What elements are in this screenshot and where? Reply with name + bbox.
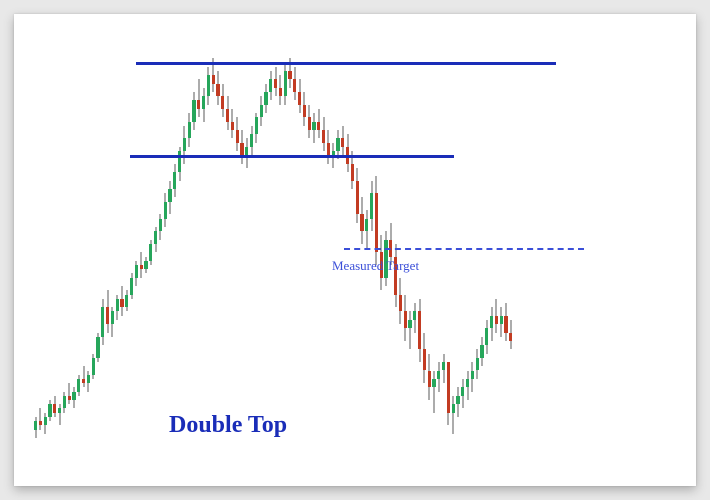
candle (140, 14, 143, 486)
candle (53, 14, 56, 486)
candle (106, 14, 109, 486)
candle (144, 14, 147, 486)
candle (125, 14, 128, 486)
candle (87, 14, 90, 486)
candle (34, 14, 37, 486)
measured-target-label: Measured Target (332, 258, 419, 274)
candle (164, 14, 167, 486)
candle (322, 14, 325, 486)
candle (92, 14, 95, 486)
neckline-line (130, 155, 454, 158)
candle (317, 14, 320, 486)
candle (82, 14, 85, 486)
candle (72, 14, 75, 486)
chart-frame: Measured Target Double Top (14, 14, 696, 486)
candle (48, 14, 51, 486)
candle (332, 14, 335, 486)
candle (68, 14, 71, 486)
candle (327, 14, 330, 486)
candle (298, 14, 301, 486)
candle (154, 14, 157, 486)
candle (293, 14, 296, 486)
candle (101, 14, 104, 486)
measured-target-line (344, 248, 584, 250)
candle (96, 14, 99, 486)
candle (308, 14, 311, 486)
candle (77, 14, 80, 486)
candle (159, 14, 162, 486)
candle (288, 14, 291, 486)
candle (336, 14, 339, 486)
candle (116, 14, 119, 486)
candle (111, 14, 114, 486)
candle (130, 14, 133, 486)
candle (149, 14, 152, 486)
candle (303, 14, 306, 486)
candle (120, 14, 123, 486)
chart-title: Double Top (169, 412, 287, 439)
candle (135, 14, 138, 486)
candle (44, 14, 47, 486)
resistance-line (136, 62, 556, 65)
candle (58, 14, 61, 486)
candle (63, 14, 66, 486)
candle (312, 14, 315, 486)
candle (39, 14, 42, 486)
